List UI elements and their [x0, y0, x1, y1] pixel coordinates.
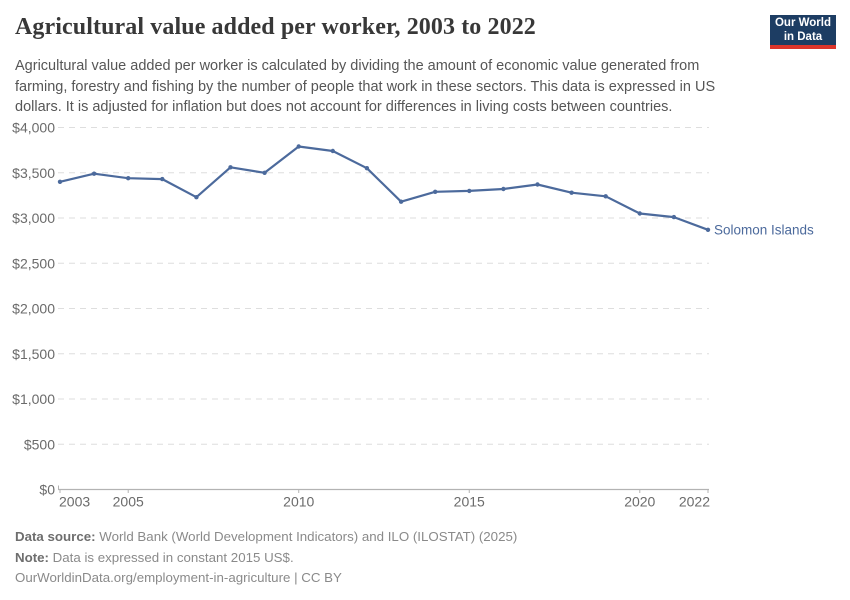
- owid-logo[interactable]: Our World in Data: [770, 15, 836, 49]
- data-point[interactable]: [603, 194, 608, 199]
- x-axis-tick-label: 2003: [59, 494, 90, 510]
- x-axis-tick-label: 2020: [624, 494, 655, 510]
- page-title: Agricultural value added per worker, 200…: [15, 14, 536, 40]
- owid-url-link[interactable]: OurWorldinData.org/employment-in-agricul…: [15, 570, 291, 585]
- data-point[interactable]: [160, 176, 165, 182]
- y-axis-tick-label: $4,000: [12, 120, 55, 136]
- license-label: CC BY: [301, 570, 342, 585]
- y-axis-tick-label: $500: [24, 436, 55, 452]
- data-point[interactable]: [330, 148, 335, 154]
- series-line[interactable]: [58, 145, 710, 231]
- data-point[interactable]: [126, 176, 131, 181]
- data-point[interactable]: [433, 189, 438, 194]
- data-point[interactable]: [705, 227, 711, 232]
- data-point[interactable]: [194, 195, 199, 200]
- data-point[interactable]: [637, 211, 642, 216]
- y-axis-tick-label: $3,000: [12, 210, 55, 226]
- y-axis-tick-label: $3,500: [12, 165, 55, 181]
- attribution-line: OurWorldinData.org/employment-in-agricul…: [15, 568, 815, 589]
- y-axis-tick-label: $2,000: [12, 301, 55, 317]
- data-point[interactable]: [671, 214, 677, 220]
- y-axis-tick-label: $2,500: [12, 255, 55, 271]
- license-separator: |: [290, 570, 302, 585]
- chart-subtitle: Agricultural value added per worker is c…: [15, 58, 716, 116]
- data-point[interactable]: [57, 179, 63, 184]
- data-point[interactable]: [91, 171, 97, 176]
- x-axis-tick-label: 2010: [283, 494, 314, 510]
- data-point[interactable]: [535, 182, 540, 187]
- data-point[interactable]: [398, 199, 404, 204]
- data-point[interactable]: [569, 190, 574, 195]
- data-point[interactable]: [501, 186, 506, 192]
- data-source-label: Data source:: [15, 529, 96, 544]
- x-axis-tick-label: 2022: [679, 494, 710, 510]
- data-source-line: Data source: World Bank (World Developme…: [15, 527, 815, 548]
- y-axis-tick-label: $1,000: [12, 391, 55, 407]
- y-axis-tick-label: $1,500: [12, 346, 55, 362]
- data-point[interactable]: [364, 166, 370, 171]
- x-axis-tick-label: 2005: [113, 494, 144, 510]
- data-point[interactable]: [296, 144, 301, 149]
- note-text: Data is expressed in constant 2015 US$.: [48, 549, 294, 565]
- owid-logo-line1: Our World: [774, 16, 831, 29]
- y-axis-tick-label: $0: [39, 482, 55, 498]
- data-point[interactable]: [262, 170, 267, 175]
- owid-logo-line2: in Data: [783, 31, 823, 43]
- chart-footer: Data source: World Bank (World Developme…: [15, 527, 815, 589]
- chart-canvas: $0 $500 $1,000 $1,500 $2,000 $2,500 $3,000 $3,5…: [12, 120, 814, 510]
- data-point[interactable]: [467, 188, 472, 194]
- data-source-text: World Bank (World Development Indicators…: [95, 529, 518, 544]
- note-label: Note:: [15, 549, 49, 565]
- note-line: Note: Data is expressed in constant 2015…: [15, 548, 815, 569]
- series-end-label[interactable]: Solomon Islands: [714, 222, 814, 237]
- data-point[interactable]: [228, 165, 233, 170]
- x-axis-tick-label: 2015: [454, 494, 485, 510]
